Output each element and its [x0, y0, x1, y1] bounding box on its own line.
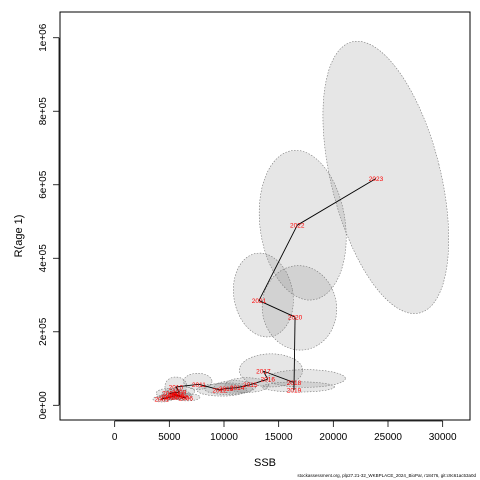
x-axis-label: SSB [254, 457, 276, 469]
year-label-2017: 2017 [256, 369, 271, 376]
y-tick-label: 2e+05 [38, 317, 49, 346]
year-label-2019: 2019 [287, 387, 302, 394]
trajectory-segment-2023 [297, 178, 377, 226]
x-tick-label: 25000 [374, 432, 402, 443]
year-label-2006: 2006 [178, 395, 193, 402]
year-label-2007: 2007 [169, 392, 184, 399]
trajectory-segment-2016 [250, 378, 268, 386]
trajectory-segment-2021 [258, 300, 296, 318]
year-label-2015: 2015 [243, 382, 258, 389]
year-label-2022: 2022 [290, 223, 305, 230]
ellipse-2019 [261, 381, 335, 393]
trajectory-segment-2010 [175, 386, 180, 393]
y-axis-label: R(age 1) [13, 215, 25, 258]
year-label-2003: 2003 [164, 394, 179, 401]
trajectory-segment-2002 [161, 397, 168, 400]
y-tick-label: 0e+00 [38, 391, 49, 420]
year-label-2009: 2009 [172, 390, 187, 397]
year-label-2014: 2014 [230, 385, 245, 392]
footer-credit: stockassessment.org, plp27.21-32_WKBPLAC… [297, 473, 476, 478]
ellipse-2020 [261, 265, 337, 351]
x-axis: 0 5000 10000 15000 20000 25000 30000 [112, 420, 457, 443]
plot-frame [59, 11, 471, 421]
year-label-2012: 2012 [212, 387, 227, 394]
trajectory-lines [161, 178, 377, 400]
y-axis: 0e+00 2e+05 4e+05 6e+05 8e+05 1e+06 [38, 23, 60, 420]
ellipse-2023 [322, 40, 450, 314]
ellipse-2015 [213, 380, 257, 394]
x-tick-label: 15000 [265, 432, 293, 443]
year-label-2005: 2005 [174, 394, 189, 401]
trajectory-segment-2003 [167, 396, 172, 399]
trajectory-segment-2017 [262, 370, 269, 380]
trajectory-segment-2014 [226, 387, 238, 389]
ellipse-2006 [173, 393, 201, 402]
year-label-2016: 2016 [260, 377, 275, 384]
trajectory-segment-2013 [219, 387, 227, 391]
trajectory-segment-2004 [171, 395, 178, 397]
y-tick-label: 1e+06 [38, 23, 49, 52]
year-label-2002: 2002 [160, 395, 175, 402]
year-label-2004: 2004 [170, 393, 185, 400]
ellipse-2022 [258, 150, 347, 301]
year-label-2021: 2021 [252, 298, 267, 305]
trajectory-segment-2022 [258, 224, 298, 301]
trajectory-segment-2020 [293, 317, 296, 390]
trajectory-segment-2007 [175, 394, 186, 399]
confidence-ellipses [152, 40, 450, 403]
year-label-2023: 2023 [369, 176, 384, 183]
year-label-2001: 2001 [154, 397, 169, 404]
trajectory-segment-2015 [237, 384, 251, 389]
x-tick-label: 20000 [319, 432, 347, 443]
trajectory-segment-2009 [169, 391, 180, 394]
y-tick-label: 6e+05 [38, 170, 49, 199]
ellipse-2014 [204, 382, 253, 395]
x-tick-label: 0 [112, 432, 118, 443]
trajectory-segment-2011 [175, 383, 199, 388]
y-tick-label: 8e+05 [38, 97, 49, 126]
x-tick-label: 30000 [429, 432, 457, 443]
year-label-2008: 2008 [162, 391, 177, 398]
year-label-2018: 2018 [287, 380, 302, 387]
ellipse-2021 [233, 252, 294, 338]
x-tick-label: 5000 [158, 432, 181, 443]
trajectory-segment-2018 [263, 370, 295, 383]
year-labels: 2001200220032004200520062007200820092010… [154, 176, 383, 404]
trajectory-segment-2012 [198, 383, 220, 391]
x-tick-label: 10000 [210, 432, 238, 443]
ellipse-2018 [266, 369, 346, 388]
year-label-2010: 2010 [169, 384, 184, 391]
ellipse-2017 [239, 353, 304, 388]
year-label-2013: 2013 [219, 386, 234, 393]
year-label-2020: 2020 [288, 315, 303, 322]
y-tick-label: 4e+05 [38, 244, 49, 273]
year-label-2011: 2011 [192, 382, 206, 389]
